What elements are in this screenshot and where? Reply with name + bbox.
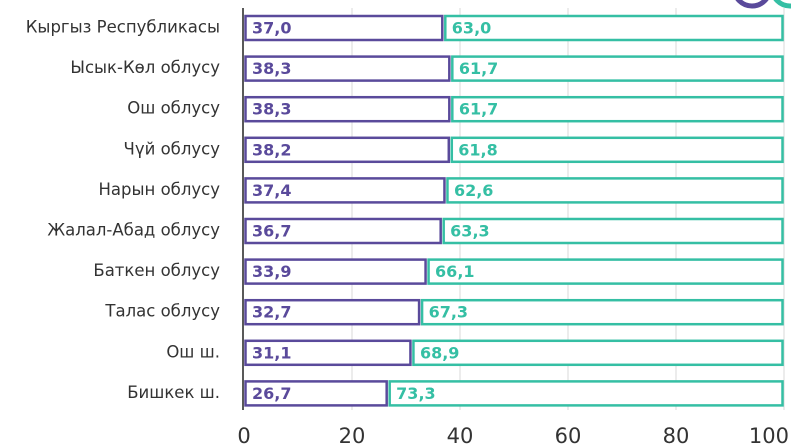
data-label: 38,3 — [252, 59, 291, 78]
data-label: 36,7 — [252, 222, 291, 241]
bar-segment — [244, 55, 451, 82]
data-label: 61,7 — [459, 59, 498, 78]
data-label: 63,0 — [452, 19, 491, 38]
data-label: 63,3 — [450, 222, 489, 241]
bar-segment — [444, 14, 784, 42]
bar-segment — [446, 177, 784, 204]
x-tick-label: 20 — [339, 424, 366, 446]
data-label: 66,1 — [435, 262, 474, 281]
x-tick-label: 80 — [663, 424, 690, 446]
bar-segment — [244, 136, 451, 164]
x-tick-label: 0 — [237, 424, 250, 446]
y-tick-label: Жалал-Абад облусу — [47, 221, 220, 240]
data-label: 37,0 — [252, 19, 291, 38]
data-label: 67,3 — [429, 303, 468, 322]
y-tick-label: Ысык-Көл облусу — [70, 58, 220, 77]
bar-segment — [244, 177, 446, 204]
x-tick-label: 60 — [555, 424, 582, 446]
y-tick-label: Кыргыз Республикасы — [26, 18, 220, 37]
y-tick-label: Бишкек ш. — [127, 383, 220, 402]
bar-segment — [244, 258, 427, 285]
logo-decoration — [735, 0, 769, 9]
bar-segment — [420, 298, 784, 326]
x-tick-label: 40 — [447, 424, 474, 446]
y-tick-label: Ош облусу — [127, 99, 220, 118]
data-label: 26,7 — [252, 384, 291, 403]
y-tick-label: Талас облусу — [104, 302, 220, 321]
x-tick-label: 100 — [749, 424, 789, 446]
data-label: 68,9 — [420, 343, 459, 362]
y-tick-label: Баткен облусу — [93, 261, 220, 280]
bar-segment — [244, 298, 421, 326]
bar-segment — [412, 339, 784, 367]
bar-segment — [244, 217, 442, 245]
bar-segment — [450, 136, 784, 164]
data-label: 61,7 — [459, 100, 498, 119]
logo-decoration — [773, 0, 791, 9]
data-label: 38,3 — [252, 100, 291, 119]
y-tick-label: Ош ш. — [166, 342, 220, 361]
data-label: 33,9 — [252, 262, 291, 281]
data-label: 32,7 — [252, 303, 291, 322]
bar-segment — [244, 380, 388, 407]
bar-segment — [451, 95, 784, 123]
y-tick-label: Чүй облусу — [124, 139, 221, 158]
data-label: 73,3 — [396, 384, 435, 403]
bar-segment — [388, 380, 784, 407]
bar-segment — [451, 55, 784, 82]
data-label: 37,4 — [252, 181, 291, 200]
data-label: 62,6 — [454, 181, 493, 200]
y-tick-label: Нарын облусу — [99, 180, 221, 199]
bar-segment — [427, 258, 784, 285]
data-label: 61,8 — [458, 140, 497, 159]
bar-segment — [244, 95, 451, 123]
bar-segment — [244, 14, 444, 42]
data-label: 31,1 — [252, 343, 291, 362]
data-label: 38,2 — [252, 140, 291, 159]
bar-segment — [442, 217, 784, 245]
bar-segment — [244, 339, 412, 367]
